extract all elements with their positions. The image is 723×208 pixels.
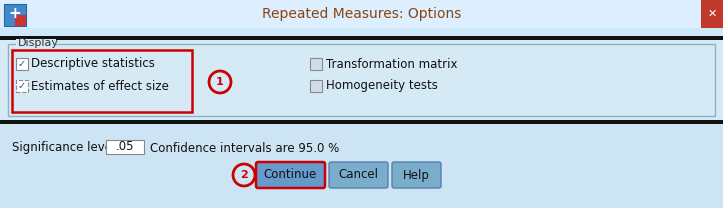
Bar <box>0 124 723 208</box>
Text: Homogeneity tests: Homogeneity tests <box>326 79 438 93</box>
Text: Help: Help <box>403 168 430 182</box>
Bar <box>701 0 723 28</box>
Bar <box>0 40 723 120</box>
FancyBboxPatch shape <box>329 162 388 188</box>
Bar <box>0 28 723 36</box>
Bar <box>0 120 723 124</box>
Text: Transformation matrix: Transformation matrix <box>326 57 458 71</box>
Bar <box>310 80 322 92</box>
Text: Continue: Continue <box>264 168 317 182</box>
Text: Cancel: Cancel <box>338 168 379 182</box>
Bar <box>106 140 144 154</box>
Text: +: + <box>9 6 22 21</box>
Text: Confidence intervals are 95.0 %: Confidence intervals are 95.0 % <box>150 141 339 155</box>
FancyBboxPatch shape <box>256 162 325 188</box>
Bar <box>0 36 723 40</box>
Text: Display: Display <box>18 38 59 48</box>
Text: 1: 1 <box>216 77 224 87</box>
Text: ✓: ✓ <box>18 81 26 91</box>
Text: Estimates of effect size: Estimates of effect size <box>31 79 169 93</box>
Bar <box>16 80 28 92</box>
Text: ✕: ✕ <box>707 9 716 19</box>
Text: Descriptive statistics: Descriptive statistics <box>31 57 155 71</box>
Bar <box>15 15 26 26</box>
Text: ✓: ✓ <box>18 59 26 69</box>
Text: Significance level:: Significance level: <box>12 141 119 155</box>
Bar <box>16 39 56 49</box>
Bar <box>0 0 723 28</box>
Text: .05: .05 <box>116 140 134 154</box>
Bar <box>16 58 28 70</box>
Text: Repeated Measures: Options: Repeated Measures: Options <box>262 7 461 21</box>
FancyBboxPatch shape <box>392 162 441 188</box>
Text: 2: 2 <box>240 170 248 180</box>
Bar <box>310 58 322 70</box>
FancyBboxPatch shape <box>4 4 26 26</box>
